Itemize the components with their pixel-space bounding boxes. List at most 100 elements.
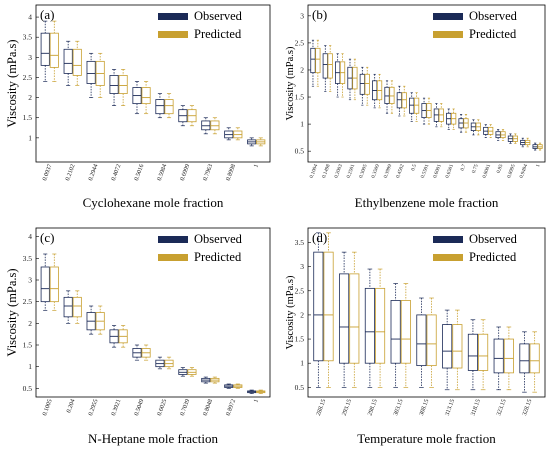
legend: Observed Predicted	[433, 232, 518, 264]
panel-label: (d)	[312, 230, 327, 245]
x-tick-label: 0.5049	[133, 398, 145, 416]
chart-panel-1: 1 1.5 2 2.5 3 3.5 4 0.0937 0.2102 0.2944 0.4072 0.5…	[5, 4, 271, 210]
y-tick-label: 2	[300, 310, 304, 319]
box-predicted	[141, 87, 151, 105]
y-axis-label: Viscosity (mPa.s)	[285, 46, 296, 121]
x-tick-label: 0.2955	[87, 398, 99, 416]
x-tick-label: 288.15	[315, 398, 327, 416]
x-tick-label: 0.5016	[133, 163, 145, 181]
y-tick-label: 1.5	[23, 341, 33, 350]
y-tick-label: 0.5	[295, 383, 305, 392]
box-observed	[63, 48, 73, 74]
box-observed	[396, 92, 402, 109]
legend-label-observed: Observed	[194, 9, 243, 23]
y-tick-label: 1.5	[295, 335, 305, 344]
x-tick-label: 0.6501	[445, 163, 456, 179]
y-tick-label: 0.5	[23, 384, 33, 393]
y-tick-label: 1.5	[23, 113, 33, 122]
y-tick-label: 4	[28, 13, 32, 22]
x-tick-label: 0.2102	[64, 163, 76, 181]
legend-label-observed: Observed	[194, 232, 243, 246]
box-predicted	[323, 251, 334, 362]
x-tick-label: 303.15	[392, 398, 404, 416]
y-tick-label: 1	[28, 133, 32, 142]
x-tick-label: 1	[535, 163, 542, 168]
x-tick-label: 0.8998	[225, 163, 237, 181]
y-axis-label: Viscosity (mPa.s)	[5, 268, 19, 356]
box-predicted	[315, 47, 321, 74]
box-predicted	[452, 324, 463, 369]
plot-frame	[307, 227, 546, 398]
x-tick-label: 0.6999	[179, 163, 191, 181]
box-observed	[359, 73, 365, 95]
legend-swatch-predicted	[158, 254, 188, 261]
x-tick-label: 0.8995	[506, 163, 517, 179]
box-observed	[364, 287, 375, 364]
x-tick-label: 0.3999	[383, 163, 394, 179]
legend-swatch-observed	[433, 236, 463, 243]
y-tick-label: 2.5	[295, 38, 305, 47]
y-tick-label: 1	[28, 362, 32, 371]
y-tick-label: 3.5	[295, 238, 305, 247]
x-tick-label: 0.7	[460, 163, 468, 172]
x-tick-label: 1	[252, 398, 260, 403]
x-tick-label: 0.8001	[482, 163, 493, 179]
legend-swatch-observed	[433, 13, 463, 20]
box-predicted	[478, 333, 489, 371]
x-tick-label: 0.8972	[225, 398, 237, 416]
box-predicted	[72, 48, 82, 76]
x-tick-label: 0.5501	[420, 163, 431, 179]
box-observed	[442, 324, 453, 369]
y-tick-label: 2	[28, 93, 32, 102]
legend-label-predicted: Predicted	[194, 250, 242, 264]
x-tick-label: 0.6025	[156, 398, 168, 416]
box-observed	[416, 314, 427, 367]
x-tick-label: 0.2003	[333, 163, 344, 179]
chart-panel-4: 0.5 1 1.5 2 2.5 3 3.5 288.15 293.15 298.15 303.15 3…	[285, 227, 546, 446]
y-tick-label: 3	[300, 262, 304, 271]
box-predicted	[400, 300, 411, 364]
x-tick-label: 0.8048	[202, 398, 214, 416]
box-predicted	[426, 314, 437, 367]
box-predicted	[375, 287, 386, 364]
legend-label-predicted: Predicted	[469, 250, 517, 264]
legend-label-observed: Observed	[469, 9, 518, 23]
x-tick-label: 0.85	[496, 163, 505, 174]
chart-panel-2: 0.5 1 1.5 2 2.5 3 0.1004 0.1498 0.2003 0.2501 0.30…	[285, 4, 546, 210]
x-tick-label: 0.0937	[41, 163, 53, 181]
box-observed	[40, 266, 50, 303]
y-tick-label: 2.5	[23, 73, 33, 82]
panel-label: (c)	[40, 230, 54, 245]
x-tick-label: 0.204	[65, 398, 76, 413]
y-tick-label: 2.5	[23, 297, 33, 306]
y-tick-label: 0.5	[295, 147, 305, 156]
x-tick-label: 313.15	[444, 398, 456, 416]
x-tick-label: 0.7963	[202, 163, 214, 181]
box-predicted	[164, 99, 174, 115]
x-tick-label: 0.1498	[321, 163, 332, 179]
y-tick-label: 3	[28, 53, 32, 62]
y-tick-label: 2	[28, 319, 32, 328]
x-tick-label: 0.6001	[432, 163, 443, 179]
box-predicted	[529, 343, 540, 374]
legend-label-predicted: Predicted	[469, 27, 517, 41]
panel-label: (b)	[312, 7, 327, 22]
box-predicted	[364, 73, 370, 95]
y-tick-label: 2	[300, 65, 304, 74]
box-observed	[40, 32, 50, 66]
plot-frame	[307, 4, 546, 163]
box-observed	[493, 338, 504, 374]
box-observed	[155, 99, 165, 115]
x-tick-label: 0.7039	[179, 398, 191, 416]
x-tick-label: 0.1004	[309, 163, 320, 179]
box-observed	[384, 86, 390, 104]
x-tick-label: 0.5984	[156, 163, 168, 181]
legend-label-observed: Observed	[469, 232, 518, 246]
plot-frame	[35, 4, 271, 163]
chart-panel-3: 0.5 1 1.5 2 2.5 3 3.5 4 0.1005 0.204 0.2955 0.3921 0…	[5, 227, 271, 446]
y-tick-label: 3	[28, 276, 32, 285]
box-observed	[339, 273, 350, 364]
box-predicted	[413, 97, 420, 114]
legend: Observed Predicted	[158, 232, 243, 264]
